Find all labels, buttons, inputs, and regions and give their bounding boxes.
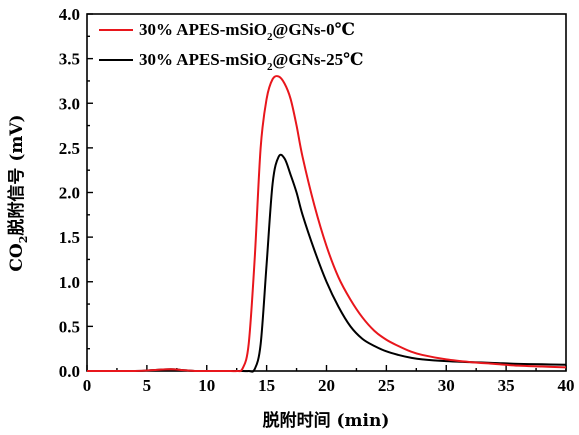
- y-axis-title-suffix: 脱附信号 (mV): [6, 114, 27, 235]
- x-axis-title: 脱附时间 (min): [263, 410, 390, 431]
- legend-label-series-1-suffix: @GNs-0℃: [273, 20, 355, 39]
- y-axis-title-prefix: CO: [7, 243, 27, 272]
- series-lines: [86, 75, 567, 373]
- legend-label-series-1: 30% APES-mSiO2@GNs-0℃: [139, 20, 355, 43]
- y-tick-label: 1.5: [59, 228, 80, 247]
- x-tick-label: 20: [318, 376, 335, 395]
- y-tick-label: 2.0: [59, 184, 80, 203]
- x-tick-label: 0: [83, 376, 92, 395]
- legend-label-series-2: 30% APES-mSiO2@GNs-25℃: [139, 50, 363, 73]
- x-tick-label: 10: [198, 376, 215, 395]
- x-tick-label: 15: [258, 376, 275, 395]
- legend-label-series-2-sub: 2: [267, 61, 273, 73]
- legend-label-series-2-suffix: @GNs-25℃: [273, 50, 364, 69]
- y-axis-title-sub: 2: [17, 236, 30, 244]
- axis-ticks: [86, 13, 567, 372]
- y-tick-label: 1.0: [59, 273, 80, 292]
- x-tick-label: 35: [498, 376, 515, 395]
- y-tick-label: 0.0: [59, 362, 80, 381]
- x-tick-labels: 0 5 10 15 20 25 30 35 40: [83, 376, 575, 395]
- legend-label-series-1-sub: 2: [267, 31, 273, 43]
- legend-label-series-2-prefix: 30% APES-mSiO: [139, 50, 267, 69]
- y-tick-label: 0.5: [59, 317, 80, 336]
- x-tick-label: 40: [558, 376, 575, 395]
- x-tick-label: 5: [143, 376, 152, 395]
- y-tick-label: 3.0: [59, 94, 80, 113]
- series-line-1: [86, 75, 567, 373]
- y-tick-label: 4.0: [59, 5, 80, 24]
- y-tick-label: 3.5: [59, 50, 80, 69]
- y-tick-label: 2.5: [59, 139, 80, 158]
- series-line-2: [86, 153, 567, 373]
- y-tick-labels: 0.0 0.5 1.0 1.5 2.0 2.5 3.0 3.5 4.0: [59, 5, 80, 381]
- x-tick-label: 30: [438, 376, 455, 395]
- legend: 30% APES-mSiO2@GNs-0℃ 30% APES-mSiO2@GNs…: [99, 20, 363, 73]
- y-axis-title: CO2脱附信号 (mV): [6, 114, 30, 271]
- x-tick-label: 25: [378, 376, 395, 395]
- legend-label-series-1-prefix: 30% APES-mSiO: [139, 20, 267, 39]
